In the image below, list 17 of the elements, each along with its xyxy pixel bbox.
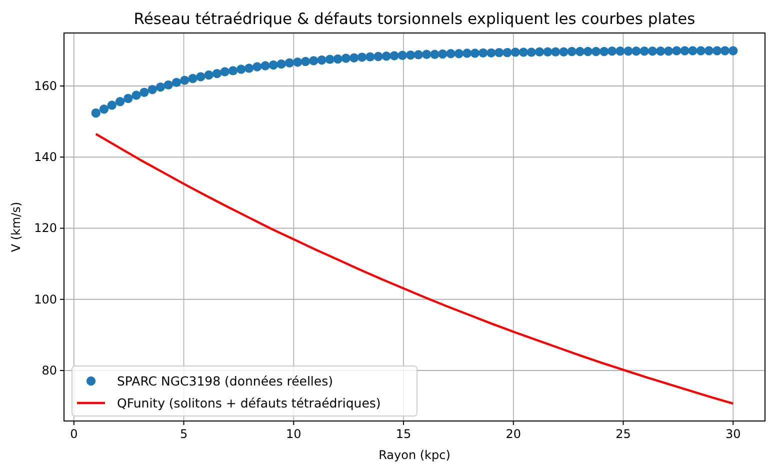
y-axis-title: V (km/s) <box>9 202 23 252</box>
y-tick-label: 80 <box>42 364 57 378</box>
x-tick-label: 20 <box>506 427 522 441</box>
x-tick-label: 10 <box>286 427 302 441</box>
x-tick-label: 5 <box>180 427 188 441</box>
x-tick-label: 25 <box>616 427 631 441</box>
x-tick-label: 0 <box>70 427 78 441</box>
x-tick-label: 30 <box>725 427 741 441</box>
y-tick-label: 100 <box>34 292 57 306</box>
legend-label: SPARC NGC3198 (données réelles) <box>117 374 333 388</box>
legend-label: QFunity (solitons + défauts tétraédriques) <box>117 396 381 410</box>
chart-title: Réseau tétraédrique & défauts torsionnels expliquent les courbes plates <box>134 10 696 28</box>
x-tick-label: 15 <box>396 427 412 441</box>
x-axis-title: Rayon (kpc) <box>378 448 450 462</box>
y-tick-label: 160 <box>34 78 57 93</box>
y-tick-label: 120 <box>34 221 57 236</box>
y-tick-label: 140 <box>34 150 57 164</box>
